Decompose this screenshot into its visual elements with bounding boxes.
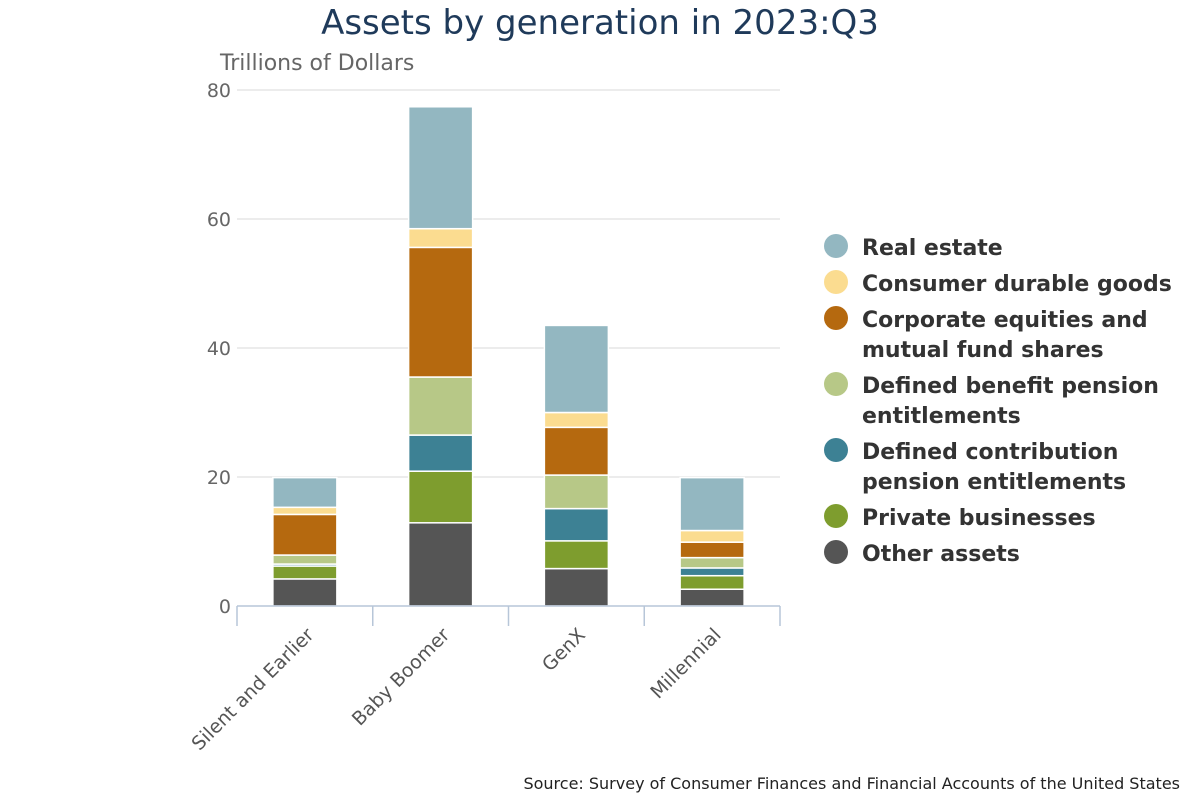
chart-title: Assets by generation in 2023:Q3: [321, 3, 879, 43]
legend: Real estate Consumer durable goods Corpora…: [824, 234, 1172, 567]
bar-segment: [407, 106, 474, 230]
legend-marker: [824, 372, 848, 396]
bar-segment: [543, 324, 610, 414]
bar-segment: [679, 588, 745, 607]
bar-segment: [407, 522, 474, 607]
legend-label: Other assets: [862, 542, 1020, 567]
gridlines: [237, 89, 780, 478]
bar-segment: [543, 426, 610, 476]
x-category-label: Baby Boomer: [348, 624, 454, 730]
legend-marker: [824, 270, 848, 294]
y-tick-label: 40: [207, 338, 231, 360]
bar-segment: [407, 227, 474, 249]
bar-segment: [679, 567, 745, 577]
bar-segment: [272, 476, 338, 509]
x-axis: Silent and Earlier Baby Boomer GenX Millenn…: [187, 605, 781, 755]
legend-item[interactable]: Other assets: [824, 540, 1020, 567]
bars: [272, 106, 745, 607]
bar-stack: [679, 476, 745, 607]
legend-marker: [824, 234, 848, 258]
bar-segment: [407, 376, 474, 436]
legend-label: Private businesses: [862, 506, 1096, 531]
bar-segment: [543, 507, 610, 542]
legend-marker: [824, 306, 848, 330]
bar-stack: [543, 324, 610, 607]
legend-item[interactable]: Private businesses: [824, 504, 1096, 531]
bar-segment: [407, 470, 474, 524]
y-axis-label: Trillions of Dollars: [219, 51, 414, 76]
legend-item[interactable]: Defined benefit pension entitlements: [824, 372, 1159, 429]
bar-segment: [272, 513, 338, 556]
x-category-label: Silent and Earlier: [187, 624, 318, 755]
bar-segment: [679, 541, 745, 559]
y-axis-ticks: 0 20 40 60 80: [207, 80, 231, 618]
bar-segment: [272, 578, 338, 607]
legend-label: Real estate: [862, 236, 1003, 261]
bar-segment: [679, 574, 745, 590]
bar-segment: [679, 556, 745, 569]
legend-item[interactable]: Defined contribution pension entitlements: [824, 438, 1126, 495]
bar-segment: [407, 434, 474, 472]
legend-label: Consumer durable goods: [862, 272, 1172, 297]
legend-item[interactable]: Real estate: [824, 234, 1003, 261]
legend-label: Defined benefit pension entitlements: [862, 374, 1159, 429]
legend-item[interactable]: Corporate equities and mutual fund shares: [824, 306, 1148, 363]
source-note: Source: Survey of Consumer Finances and …: [523, 774, 1180, 793]
x-category-label: Millennial: [646, 624, 725, 703]
bar-segment: [543, 411, 610, 429]
bar-segment: [272, 554, 338, 565]
bar-segment: [407, 246, 474, 378]
bar-segment: [679, 529, 745, 543]
bar-segment: [272, 565, 338, 580]
bar-segment: [543, 540, 610, 570]
legend-marker: [824, 504, 848, 528]
legend-label: Corporate equities and mutual fund shares: [862, 308, 1148, 363]
legend-item[interactable]: Consumer durable goods: [824, 270, 1172, 297]
y-tick-label: 80: [207, 80, 231, 102]
bar-segment: [272, 506, 338, 516]
bar-segment: [543, 567, 610, 607]
bar-stack: [407, 106, 474, 607]
legend-marker: [824, 438, 848, 462]
bar-segment: [543, 474, 610, 510]
y-tick-label: 0: [219, 596, 231, 618]
x-category-label: GenX: [538, 624, 590, 676]
bar-stack: [272, 476, 338, 607]
legend-marker: [824, 540, 848, 564]
y-tick-label: 60: [207, 209, 231, 231]
bar-segment: [679, 476, 745, 532]
legend-label: Defined contribution pension entitlements: [862, 440, 1126, 495]
y-tick-label: 20: [207, 467, 231, 489]
